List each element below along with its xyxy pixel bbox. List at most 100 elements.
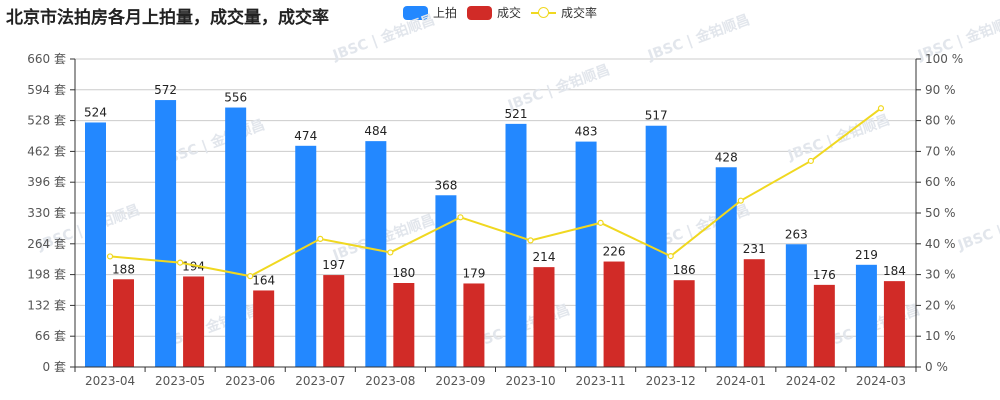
bar-value-label: 164 [252,273,275,287]
rate-point[interactable] [317,235,324,242]
bar-listed[interactable] [435,195,457,367]
watermark-text: JBSC | 金铂顺昌 [330,11,437,64]
y-right-tick-label: 80 % [925,114,956,128]
y-right-tick-label: 40 % [925,237,956,251]
y-right-tick-label: 70 % [925,144,956,158]
bar-value-label: 556 [224,91,247,105]
bar-value-label: 572 [154,83,177,97]
y-left-tick-label: 330 套 [27,206,66,220]
bar-value-label: 194 [182,259,205,273]
bar-listed[interactable] [505,123,527,367]
x-tick-label: 2023-10 [505,374,555,388]
bar-value-label: 180 [392,266,415,280]
legend-item-sold[interactable]: 成交 [467,4,521,21]
bar-value-label: 214 [533,250,556,264]
bar-sold[interactable] [253,290,275,367]
bar-sold[interactable] [743,259,765,367]
y-right-tick-label: 20 % [925,298,956,312]
bar-sold[interactable] [323,275,345,367]
rate-line [109,107,882,278]
x-tick-label: 2023-11 [576,374,626,388]
bar-listed[interactable] [575,141,597,367]
y-left-tick-label: 462 套 [27,144,66,158]
x-tick-label: 2024-03 [856,374,906,388]
y-right-tick-label: 0 % [925,360,948,374]
x-tick-label: 2023-08 [365,374,415,388]
rate-point[interactable] [807,157,814,165]
bar-listed[interactable] [225,107,247,368]
bar-value-label: 368 [434,178,457,192]
rate-point[interactable] [737,197,744,204]
rate-point[interactable] [527,237,534,244]
bar-sold[interactable] [463,283,485,367]
bar-listed[interactable] [365,141,387,367]
y-right-tick-label: 60 % [925,175,956,189]
y-left-tick-label: 132 套 [27,298,66,312]
rate-point[interactable] [597,219,604,226]
rate-point[interactable] [667,253,674,260]
chart-title: 北京市法拍房各月上拍量，成交量，成交率 [6,8,329,28]
x-tick-label: 2023-06 [225,374,275,388]
bar-sold[interactable] [183,276,205,367]
y-left-tick-label: 264 套 [27,237,66,251]
y-left-tick-label: 0 套 [43,360,66,374]
bar-listed[interactable] [855,264,877,367]
bar-sold[interactable] [603,261,625,367]
bar-value-label: 176 [813,268,836,282]
bar-value-label: 263 [785,227,808,241]
rate-point[interactable] [106,253,114,260]
bar-sold[interactable] [393,283,415,367]
bar-sold[interactable] [113,279,134,367]
x-tick-label: 2023-04 [85,374,135,388]
y-right-tick-label: 10 % [925,329,956,343]
bar-value-label: 524 [84,105,107,119]
legend-label-sold: 成交 [497,6,522,20]
bar-listed[interactable] [155,100,177,368]
rate-point[interactable] [877,105,885,112]
legend: 上拍 成交 成交率 [403,4,607,21]
bar-value-label: 474 [294,129,317,143]
x-tick-label: 2024-01 [716,374,766,388]
y-right-tick-label: 100 % [925,52,963,66]
y-left-tick-label: 594 套 [27,83,66,97]
y-left-tick-label: 528 套 [27,114,66,128]
watermark-text: JBSC | 金铂顺昌 [785,111,892,164]
bar-value-label: 188 [112,262,135,276]
bar-value-label: 219 [855,248,878,262]
bar-value-label: 184 [883,264,906,278]
bar-value-label: 226 [603,245,626,259]
bar-sold[interactable] [533,267,555,367]
legend-item-rate[interactable]: 成交率 [531,4,597,21]
bar-listed[interactable] [785,244,807,367]
rate-point[interactable] [457,214,464,221]
watermark-text: JBSC | 金铂顺昌 [955,201,1000,254]
bar-value-label: 179 [462,266,485,280]
bar-sold[interactable] [813,284,835,367]
rate-point[interactable] [387,249,394,256]
rate-point[interactable] [247,273,254,280]
bar-value-label: 231 [743,242,766,256]
bar-sold[interactable] [883,281,905,367]
y-left-tick-label: 66 套 [35,329,66,343]
bar-sold[interactable] [673,280,695,367]
y-right-tick-label: 30 % [925,268,956,282]
legend-line-circle-icon [531,6,557,20]
legend-swatch-listed [403,5,428,20]
legend-label-rate: 成交率 [561,6,598,20]
bar-listed[interactable] [85,122,106,367]
legend-swatch-sold [467,5,493,20]
rate-point[interactable] [177,259,184,266]
bar-listed[interactable] [715,167,737,367]
bar-value-label: 483 [575,125,598,139]
x-tick-label: 2023-09 [435,374,485,388]
y-right-tick-label: 90 % [925,83,956,97]
bar-value-label: 428 [715,150,738,164]
bar-listed[interactable] [295,145,317,367]
bar-value-label: 186 [673,263,696,277]
legend-item-listed[interactable]: 上拍 [403,4,457,21]
y-left-tick-label: 198 套 [27,268,66,282]
bar-listed[interactable] [645,125,667,367]
y-left-tick-label: 396 套 [27,175,66,189]
y-left-tick-label: 660 套 [27,52,66,66]
